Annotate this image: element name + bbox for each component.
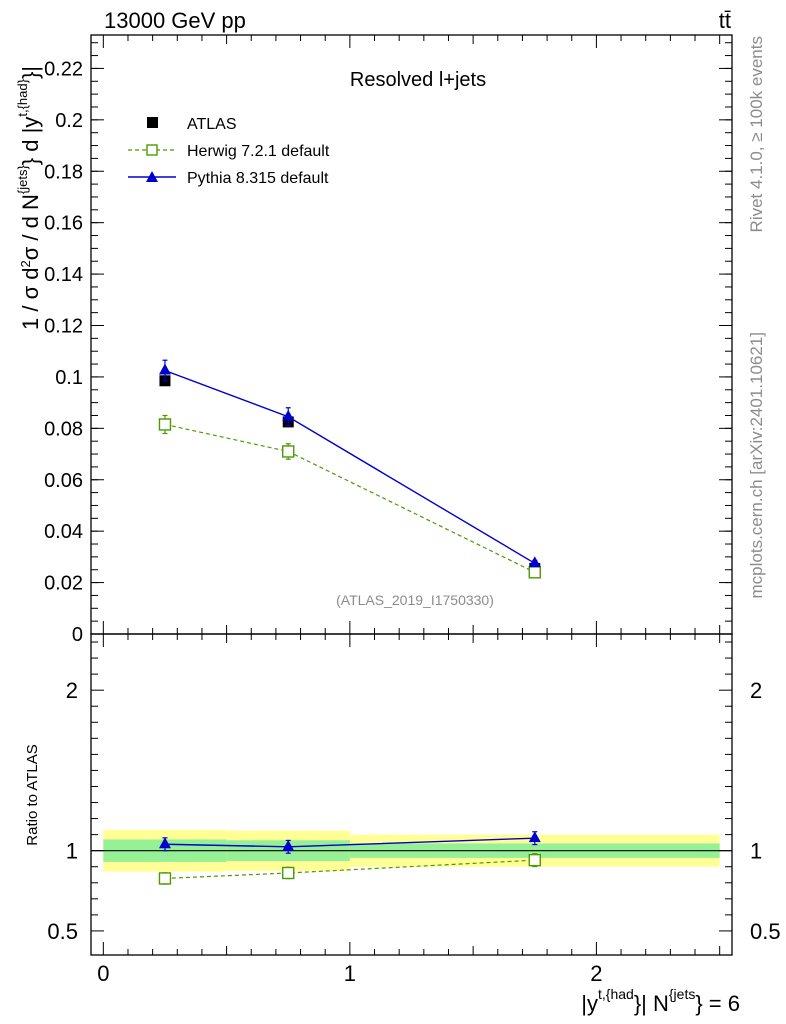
main-ytick-label: 0.08 — [44, 418, 83, 440]
ratio-xlabel: |yt,{had}| N{jets} = 6 — [581, 986, 740, 1016]
legend-atlas-marker — [147, 117, 158, 128]
legend-pythia-label: Pythia 8.315 default — [187, 170, 329, 187]
main-ytick-label: 0.04 — [44, 521, 83, 543]
main-ylabel: 1 / σ d2σ / d N{jets}} d |yt,{had}}| — [15, 66, 43, 330]
ratio-ytick-label-left: 0.5 — [47, 919, 78, 944]
ratio-xtick-label: 1 — [344, 961, 356, 986]
ratio-xtick-label: 2 — [590, 961, 602, 986]
ratio-frame — [90, 633, 733, 956]
main-data-marks — [158, 359, 541, 579]
mcplots-label: mcplots.cern.ch [arXiv:2401.10621] — [747, 332, 766, 598]
pythia-ratio-point — [282, 839, 295, 851]
ratio-axes: 0.5 0.5 1 1 2 2 0 1 2 — [47, 634, 781, 986]
analysis-id: (ATLAS_2019_I1750330) — [336, 592, 494, 608]
herwig-ratio-line — [164, 859, 535, 880]
main-ytick-label: 0.12 — [44, 316, 83, 338]
herwig-point — [282, 445, 295, 458]
ratio-xtick-label: 0 — [97, 961, 109, 986]
legend-pythia-marker — [146, 171, 158, 182]
legend-herwig-marker — [146, 144, 158, 156]
legend-atlas-label: ATLAS — [187, 116, 237, 133]
process-label: tt̄ — [719, 8, 731, 33]
ratio-ytick-label-left: 2 — [66, 678, 78, 703]
herwig-ratio-point — [282, 866, 295, 880]
main-ytick-label: 0.1 — [55, 367, 83, 389]
main-ytick-label: 0.18 — [44, 161, 83, 183]
main-title: Resolved l+jets — [350, 69, 486, 91]
ratio-data-marks — [91, 829, 732, 885]
herwig-point — [528, 566, 541, 579]
ratio-panel: 0.5 0.5 1 1 2 2 0 1 2 Ratio to ATLAS |yt,{had}| … — [24, 633, 781, 1016]
main-ytick-label: 0.02 — [44, 573, 83, 595]
main-ytick-label: 0.16 — [44, 213, 83, 235]
pythia-line — [164, 369, 536, 564]
energy-label: 13000 GeV pp — [104, 8, 246, 33]
main-axes: 0 0.02 0.04 0.06 0.08 0.1 0.12 0.14 0.16 0.18 0.2 0… — [44, 35, 732, 646]
pythia-ratio-point — [528, 831, 541, 843]
pythia-point — [528, 556, 541, 568]
pythia-ratio-point — [158, 837, 171, 849]
legend-herwig-label: Herwig 7.2.1 default — [187, 143, 330, 160]
rivet-label: Rivet 4.1.0, ≥ 100k events — [747, 36, 766, 232]
legend: ATLAS Herwig 7.2.1 default Pythia 8.315 … — [128, 116, 330, 187]
main-ytick-label: 0.22 — [44, 58, 83, 80]
main-ytick-label: 0.06 — [44, 470, 83, 492]
herwig-line — [164, 423, 536, 573]
main-panel: 0 0.02 0.04 0.06 0.08 0.1 0.12 0.14 0.16 0.18 0.2 0… — [15, 34, 733, 646]
ratio-ytick-label-right: 1 — [750, 839, 762, 864]
main-ytick-label: 0.14 — [44, 264, 83, 286]
herwig-ratio-point — [158, 872, 172, 885]
ratio-ytick-label-right: 0.5 — [750, 919, 781, 944]
herwig-point — [158, 418, 172, 431]
herwig-ratio-point — [528, 853, 541, 867]
main-ytick-label: 0.2 — [55, 110, 83, 132]
ratio-ytick-label-left: 1 — [66, 839, 78, 864]
pythia-point — [158, 363, 171, 375]
ratio-ylabel: Ratio to ATLAS — [24, 744, 41, 845]
pythia-point — [282, 409, 295, 421]
main-ytick-label: 0 — [72, 624, 83, 646]
ratio-ytick-label-right: 2 — [750, 678, 762, 703]
